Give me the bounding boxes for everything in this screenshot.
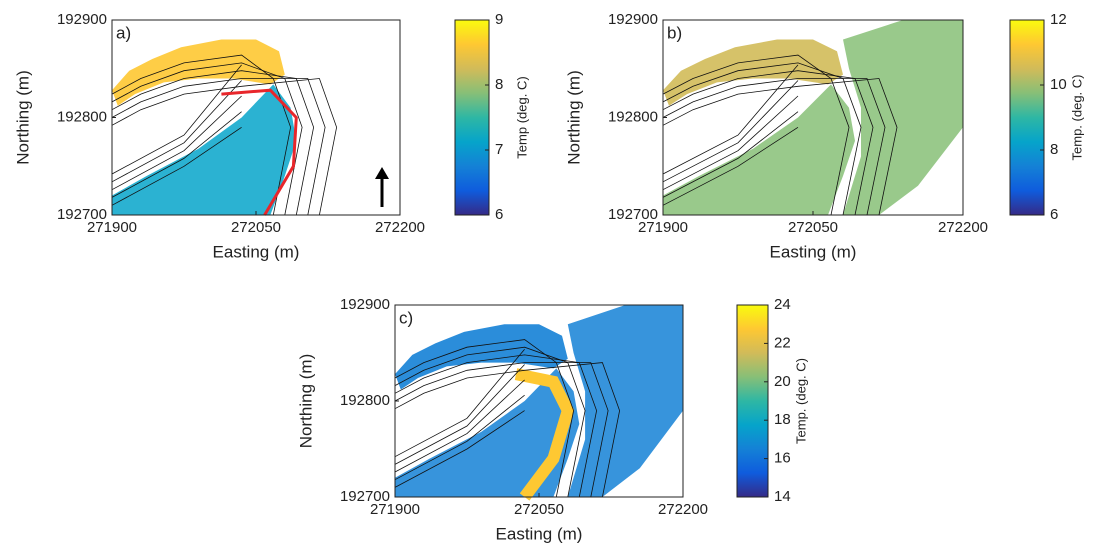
y-tick-label: 192900 — [57, 11, 107, 28]
contour-line — [111, 78, 326, 216]
colorbar-tick-label: 24 — [774, 296, 791, 313]
x-tick-label: 272050 — [788, 219, 838, 236]
contour-line — [394, 364, 525, 465]
contour-line — [111, 95, 242, 191]
colorbar — [454, 19, 490, 216]
contour-line — [111, 64, 242, 175]
contour-line — [111, 70, 315, 216]
y-tick-label: 192800 — [608, 108, 658, 125]
y-axis-label: Northing (m) — [13, 70, 32, 164]
x-tick-label: 272200 — [658, 501, 708, 518]
panel: 271900 272050 272200 192700 192800 192900 East… — [564, 11, 1084, 262]
temperature-field — [112, 39, 285, 106]
colorbar-tick-label: 9 — [495, 11, 503, 28]
colorbar-tick-label: 7 — [495, 141, 503, 158]
contour-line — [394, 348, 525, 458]
x-axis-label: Easting (m) — [770, 242, 857, 261]
colorbar-tick-label: 22 — [774, 334, 791, 351]
contour-line — [662, 80, 799, 183]
y-tick-label: 192700 — [608, 206, 658, 223]
contour-line — [111, 78, 338, 216]
contour-line — [394, 339, 575, 498]
colorbar-tick-label: 10 — [1050, 76, 1067, 93]
temperature-field — [567, 305, 683, 497]
x-tick-label: 272200 — [375, 219, 425, 236]
contour-line — [662, 62, 862, 216]
contour-line — [662, 95, 799, 191]
x-tick-label: 271900 — [638, 219, 688, 236]
contour-line — [394, 379, 525, 473]
contour-line — [662, 111, 799, 198]
panel: 271900 272050 272200 192700 192800 192900 East… — [13, 11, 529, 262]
colorbar-tick-label: 6 — [495, 206, 503, 223]
temperature-field — [395, 324, 568, 390]
contour-line — [662, 70, 874, 216]
x-tick-label: 272200 — [938, 219, 988, 236]
y-tick-label: 192800 — [340, 392, 390, 409]
contour-line — [111, 54, 292, 216]
contour-line — [662, 126, 799, 206]
north-arrow-head — [375, 167, 389, 179]
y-axis-label: Northing (m) — [296, 354, 315, 448]
red-line — [221, 88, 298, 216]
contour-line — [111, 126, 242, 206]
y-tick-label: 192900 — [340, 296, 390, 313]
temperature-field — [663, 39, 843, 106]
temperature-field — [112, 84, 297, 216]
colorbar-label: Temp. (deg. C) — [793, 358, 808, 444]
colorbar — [736, 304, 769, 498]
contour-line — [662, 64, 799, 175]
colorbar-label: Temp. (deg. C) — [1069, 75, 1084, 161]
y-tick-label: 192800 — [57, 108, 107, 125]
colorbar-tick-label: 6 — [1050, 206, 1058, 223]
panel-label: c) — [399, 308, 413, 327]
contour-line — [394, 394, 525, 481]
contour-line — [394, 410, 525, 488]
contour-line — [662, 54, 850, 216]
temperature-field — [663, 84, 855, 216]
contour-line — [394, 354, 598, 498]
colorbar-tick-label: 8 — [495, 76, 503, 93]
x-axis-label: Easting (m) — [496, 524, 583, 543]
temperature-field — [395, 368, 580, 497]
y-axis-label: Northing (m) — [564, 70, 583, 164]
colorbar-tick-label: 20 — [774, 373, 791, 390]
warm-plume — [514, 368, 575, 501]
contour-line — [662, 78, 886, 216]
contour-line — [111, 62, 303, 216]
x-tick-label: 272050 — [231, 219, 281, 236]
contour-line — [394, 362, 609, 498]
panel-label: b) — [667, 23, 682, 42]
colorbar-tick-label: 14 — [774, 488, 791, 505]
contour-line — [111, 80, 242, 183]
panel: 271900 272050 272200 192700 192800 192900 East… — [296, 296, 808, 544]
contour-line — [662, 78, 898, 216]
x-tick-label: 271900 — [370, 501, 420, 518]
panel-label: a) — [116, 23, 131, 42]
x-tick-label: 271900 — [87, 219, 137, 236]
contour-line — [111, 111, 242, 198]
colorbar-tick-label: 12 — [1050, 11, 1067, 28]
y-tick-label: 192700 — [57, 206, 107, 223]
y-tick-label: 192900 — [608, 11, 658, 28]
contour-line — [394, 346, 586, 498]
x-axis-label: Easting (m) — [213, 242, 300, 261]
colorbar-tick-label: 16 — [774, 450, 791, 467]
colorbar-tick-label: 18 — [774, 411, 791, 428]
contour-line — [394, 362, 621, 498]
colorbar-label: Temp (deg. C) — [514, 76, 529, 158]
x-tick-label: 272050 — [514, 501, 564, 518]
temperature-field — [843, 20, 963, 215]
colorbar — [1009, 19, 1045, 216]
colorbar-tick-label: 8 — [1050, 141, 1058, 158]
y-tick-label: 192700 — [340, 488, 390, 505]
